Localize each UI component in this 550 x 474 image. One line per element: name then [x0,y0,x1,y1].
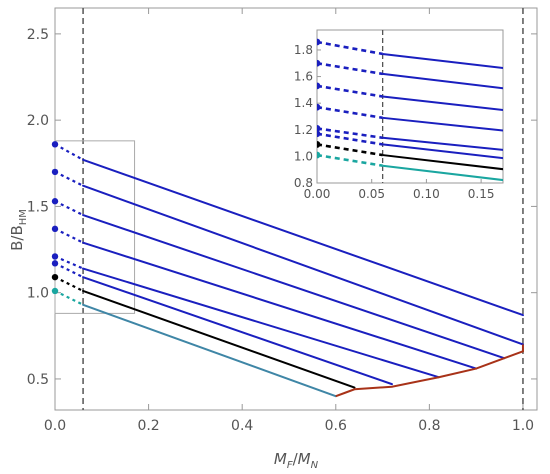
x-axis-title-main2: M [298,450,311,468]
y-tick-label: 2.0 [27,113,49,129]
series-dotted-segment [54,227,84,244]
inset-y-tick-label: 1.6 [294,70,313,84]
inset-background [289,20,511,209]
inset-series-start-point [317,82,321,90]
inset-series-dotted-segment [317,153,383,167]
boundary-curve [335,344,524,398]
x-axis-title: MF/MN [274,450,319,471]
x-tick-label: 0.0 [44,418,66,434]
x-tick-label: 0.8 [418,418,440,434]
series-dotted-segment [54,276,84,292]
inset-y-tick-label: 0.8 [294,176,313,190]
series-line [82,276,393,386]
inset-series-start-point [317,38,321,46]
inset-series-dotted-segment [317,61,383,76]
x-axis-title-sub2: N [311,460,319,471]
y-tick-label: 1.0 [27,286,49,302]
main-plot: 0.0 0.2 0.4 0.6 0.8 1.0 0.5 1.0 1.5 2.0 2.5 [27,7,538,434]
inset-data [317,30,503,183]
inset-series-start-point [317,141,321,148]
series-start-point [51,198,59,205]
series-dotted-segment [54,170,84,187]
inset-series-start-point [317,125,321,132]
inset-x-tick-label: 0.00 [304,187,331,201]
series-start-point [51,287,59,295]
y-tick-label: 0.5 [27,372,49,388]
y-tick-label: 1.5 [27,199,49,215]
inset-y-tick-label: 1.0 [294,149,313,163]
series-line [82,214,506,360]
series-line [82,267,440,379]
zoom-box [54,140,136,314]
inset-x-tick-label: 0.05 [358,187,385,201]
inset-series-dotted-segment [317,105,383,120]
inset-series-dotted-segment [317,40,383,56]
inset-series-line [382,154,503,171]
x-axis-title-main: M [274,450,287,468]
series-line [82,158,524,317]
inset-series-start-point [317,130,321,138]
y-axis-title-sub: HM [18,209,29,225]
inset-series-start-point [317,103,321,111]
inset-series-line [382,164,503,182]
x-axis-title-sep: / [293,450,299,468]
series-line [82,241,478,370]
series-dotted-segment [54,143,84,161]
inset-x-tick-label: 0.10 [413,187,440,201]
inset-plot: 0.00 0.05 0.10 0.15 0.8 1.0 1.2 1.4 1.6 1.8 [289,20,511,209]
inset-x-tick-label: 0.15 [468,187,495,201]
y-axis-title: B/BHM [8,209,29,251]
x-tick-label: 0.4 [231,418,253,434]
inset-series-start-point [317,151,321,159]
series-line [82,184,524,346]
y-axis-title-main: B/B [8,225,26,251]
series-start-point [51,168,59,176]
inset-series-dotted-segment [317,143,383,157]
series-dotted-segment [54,200,84,217]
x-tick-label: 0.2 [137,418,159,434]
x-axis-title-sub: F [287,460,293,471]
inset-y-tick-label: 1.8 [294,43,313,57]
series-dotted-segment [54,262,84,279]
y-tick-label: 2.5 [27,27,49,43]
series-start-point [51,253,59,260]
inset-series-dotted-segment [317,127,383,140]
series-start-point [51,225,59,233]
series-start-point [51,273,59,281]
inset-series-dotted-segment [317,132,383,146]
series-line [82,289,356,389]
inset-series-dotted-segment [317,84,383,98]
series-start-point [51,260,59,267]
inset-y-tick-label: 1.2 [294,123,313,137]
series-line [82,303,337,398]
x-tick-label: 0.6 [325,418,347,434]
inset-series-start-point [317,59,321,67]
series-dotted-segment [54,289,84,306]
series-dotted-segment [54,255,84,270]
series-start-point [51,141,59,148]
inset-y-tick-label: 1.4 [294,96,313,110]
x-tick-label: 1.0 [512,418,534,434]
